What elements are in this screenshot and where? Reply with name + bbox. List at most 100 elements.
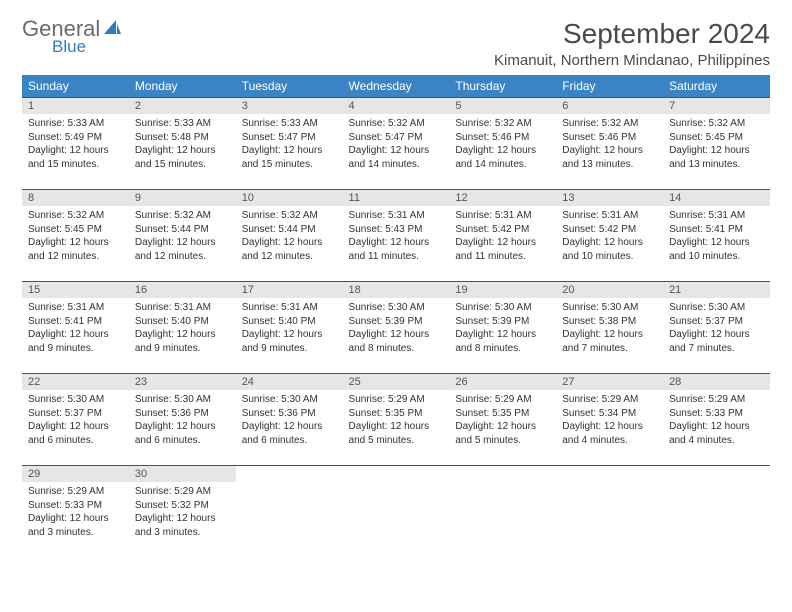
day-number: 11	[343, 190, 450, 206]
day-number: 21	[663, 282, 770, 298]
day-number: 26	[449, 374, 556, 390]
brand-logo: General Blue	[22, 18, 122, 55]
calendar-cell: 18Sunrise: 5:30 AMSunset: 5:39 PMDayligh…	[343, 282, 450, 374]
day-number: 20	[556, 282, 663, 298]
day-number: 27	[556, 374, 663, 390]
day-details: Sunrise: 5:30 AMSunset: 5:37 PMDaylight:…	[22, 390, 129, 451]
day-details: Sunrise: 5:29 AMSunset: 5:35 PMDaylight:…	[343, 390, 450, 451]
day-number: 6	[556, 98, 663, 114]
calendar-row: 22Sunrise: 5:30 AMSunset: 5:37 PMDayligh…	[22, 374, 770, 466]
calendar-cell: 3Sunrise: 5:33 AMSunset: 5:47 PMDaylight…	[236, 98, 343, 190]
day-details: Sunrise: 5:30 AMSunset: 5:39 PMDaylight:…	[343, 298, 450, 359]
title-block: September 2024 Kimanuit, Northern Mindan…	[494, 18, 770, 69]
calendar-row: 29Sunrise: 5:29 AMSunset: 5:33 PMDayligh…	[22, 466, 770, 558]
calendar-cell: 28Sunrise: 5:29 AMSunset: 5:33 PMDayligh…	[663, 374, 770, 466]
day-number: 22	[22, 374, 129, 390]
day-number: 8	[22, 190, 129, 206]
calendar-cell: 23Sunrise: 5:30 AMSunset: 5:36 PMDayligh…	[129, 374, 236, 466]
day-number: 1	[22, 98, 129, 114]
calendar-table: SundayMondayTuesdayWednesdayThursdayFrid…	[22, 75, 770, 558]
calendar-cell: 16Sunrise: 5:31 AMSunset: 5:40 PMDayligh…	[129, 282, 236, 374]
day-details: Sunrise: 5:30 AMSunset: 5:36 PMDaylight:…	[129, 390, 236, 451]
day-details: Sunrise: 5:32 AMSunset: 5:46 PMDaylight:…	[449, 114, 556, 175]
day-details: Sunrise: 5:30 AMSunset: 5:37 PMDaylight:…	[663, 298, 770, 359]
day-number: 19	[449, 282, 556, 298]
day-number: 30	[129, 466, 236, 482]
day-details: Sunrise: 5:29 AMSunset: 5:32 PMDaylight:…	[129, 482, 236, 543]
day-number: 5	[449, 98, 556, 114]
day-number: 16	[129, 282, 236, 298]
calendar-row: 15Sunrise: 5:31 AMSunset: 5:41 PMDayligh…	[22, 282, 770, 374]
weekday-row: SundayMondayTuesdayWednesdayThursdayFrid…	[22, 75, 770, 98]
day-number: 15	[22, 282, 129, 298]
calendar-cell: 24Sunrise: 5:30 AMSunset: 5:36 PMDayligh…	[236, 374, 343, 466]
weekday-header: Wednesday	[343, 75, 450, 98]
day-details: Sunrise: 5:29 AMSunset: 5:35 PMDaylight:…	[449, 390, 556, 451]
day-details: Sunrise: 5:31 AMSunset: 5:40 PMDaylight:…	[236, 298, 343, 359]
day-details: Sunrise: 5:32 AMSunset: 5:47 PMDaylight:…	[343, 114, 450, 175]
day-details: Sunrise: 5:29 AMSunset: 5:34 PMDaylight:…	[556, 390, 663, 451]
weekday-header: Friday	[556, 75, 663, 98]
month-title: September 2024	[494, 18, 770, 50]
day-details: Sunrise: 5:31 AMSunset: 5:41 PMDaylight:…	[663, 206, 770, 267]
calendar-cell: 12Sunrise: 5:31 AMSunset: 5:42 PMDayligh…	[449, 190, 556, 282]
day-details: Sunrise: 5:33 AMSunset: 5:49 PMDaylight:…	[22, 114, 129, 175]
calendar-cell: 25Sunrise: 5:29 AMSunset: 5:35 PMDayligh…	[343, 374, 450, 466]
day-number: 25	[343, 374, 450, 390]
calendar-row: 8Sunrise: 5:32 AMSunset: 5:45 PMDaylight…	[22, 190, 770, 282]
calendar-cell	[556, 466, 663, 558]
day-number: 7	[663, 98, 770, 114]
calendar-cell	[449, 466, 556, 558]
day-number: 12	[449, 190, 556, 206]
brand-text-block: General Blue	[22, 18, 100, 55]
day-number: 3	[236, 98, 343, 114]
day-number: 4	[343, 98, 450, 114]
day-number: 2	[129, 98, 236, 114]
weekday-header: Saturday	[663, 75, 770, 98]
weekday-header: Thursday	[449, 75, 556, 98]
calendar-head: SundayMondayTuesdayWednesdayThursdayFrid…	[22, 75, 770, 98]
location-text: Kimanuit, Northern Mindanao, Philippines	[494, 52, 770, 69]
calendar-cell: 29Sunrise: 5:29 AMSunset: 5:33 PMDayligh…	[22, 466, 129, 558]
day-details: Sunrise: 5:32 AMSunset: 5:44 PMDaylight:…	[129, 206, 236, 267]
calendar-cell	[663, 466, 770, 558]
day-number: 18	[343, 282, 450, 298]
calendar-cell	[236, 466, 343, 558]
calendar-cell: 5Sunrise: 5:32 AMSunset: 5:46 PMDaylight…	[449, 98, 556, 190]
calendar-cell: 22Sunrise: 5:30 AMSunset: 5:37 PMDayligh…	[22, 374, 129, 466]
calendar-cell: 20Sunrise: 5:30 AMSunset: 5:38 PMDayligh…	[556, 282, 663, 374]
calendar-row: 1Sunrise: 5:33 AMSunset: 5:49 PMDaylight…	[22, 98, 770, 190]
day-details: Sunrise: 5:33 AMSunset: 5:48 PMDaylight:…	[129, 114, 236, 175]
day-number: 24	[236, 374, 343, 390]
calendar-cell: 30Sunrise: 5:29 AMSunset: 5:32 PMDayligh…	[129, 466, 236, 558]
day-number: 29	[22, 466, 129, 482]
calendar-cell: 4Sunrise: 5:32 AMSunset: 5:47 PMDaylight…	[343, 98, 450, 190]
day-details: Sunrise: 5:32 AMSunset: 5:44 PMDaylight:…	[236, 206, 343, 267]
day-number: 28	[663, 374, 770, 390]
day-details: Sunrise: 5:29 AMSunset: 5:33 PMDaylight:…	[663, 390, 770, 451]
day-details: Sunrise: 5:33 AMSunset: 5:47 PMDaylight:…	[236, 114, 343, 175]
day-number: 13	[556, 190, 663, 206]
day-details: Sunrise: 5:31 AMSunset: 5:42 PMDaylight:…	[449, 206, 556, 267]
calendar-body: 1Sunrise: 5:33 AMSunset: 5:49 PMDaylight…	[22, 98, 770, 558]
calendar-cell: 14Sunrise: 5:31 AMSunset: 5:41 PMDayligh…	[663, 190, 770, 282]
day-number: 17	[236, 282, 343, 298]
page-header: General Blue September 2024 Kimanuit, No…	[22, 18, 770, 69]
calendar-cell: 17Sunrise: 5:31 AMSunset: 5:40 PMDayligh…	[236, 282, 343, 374]
day-details: Sunrise: 5:31 AMSunset: 5:41 PMDaylight:…	[22, 298, 129, 359]
calendar-cell: 21Sunrise: 5:30 AMSunset: 5:37 PMDayligh…	[663, 282, 770, 374]
weekday-header: Sunday	[22, 75, 129, 98]
day-details: Sunrise: 5:30 AMSunset: 5:36 PMDaylight:…	[236, 390, 343, 451]
weekday-header: Tuesday	[236, 75, 343, 98]
calendar-cell	[343, 466, 450, 558]
day-details: Sunrise: 5:31 AMSunset: 5:42 PMDaylight:…	[556, 206, 663, 267]
calendar-cell: 7Sunrise: 5:32 AMSunset: 5:45 PMDaylight…	[663, 98, 770, 190]
calendar-cell: 27Sunrise: 5:29 AMSunset: 5:34 PMDayligh…	[556, 374, 663, 466]
day-number: 10	[236, 190, 343, 206]
day-details: Sunrise: 5:32 AMSunset: 5:45 PMDaylight:…	[22, 206, 129, 267]
day-details: Sunrise: 5:31 AMSunset: 5:43 PMDaylight:…	[343, 206, 450, 267]
calendar-cell: 13Sunrise: 5:31 AMSunset: 5:42 PMDayligh…	[556, 190, 663, 282]
calendar-cell: 1Sunrise: 5:33 AMSunset: 5:49 PMDaylight…	[22, 98, 129, 190]
calendar-cell: 9Sunrise: 5:32 AMSunset: 5:44 PMDaylight…	[129, 190, 236, 282]
day-details: Sunrise: 5:31 AMSunset: 5:40 PMDaylight:…	[129, 298, 236, 359]
